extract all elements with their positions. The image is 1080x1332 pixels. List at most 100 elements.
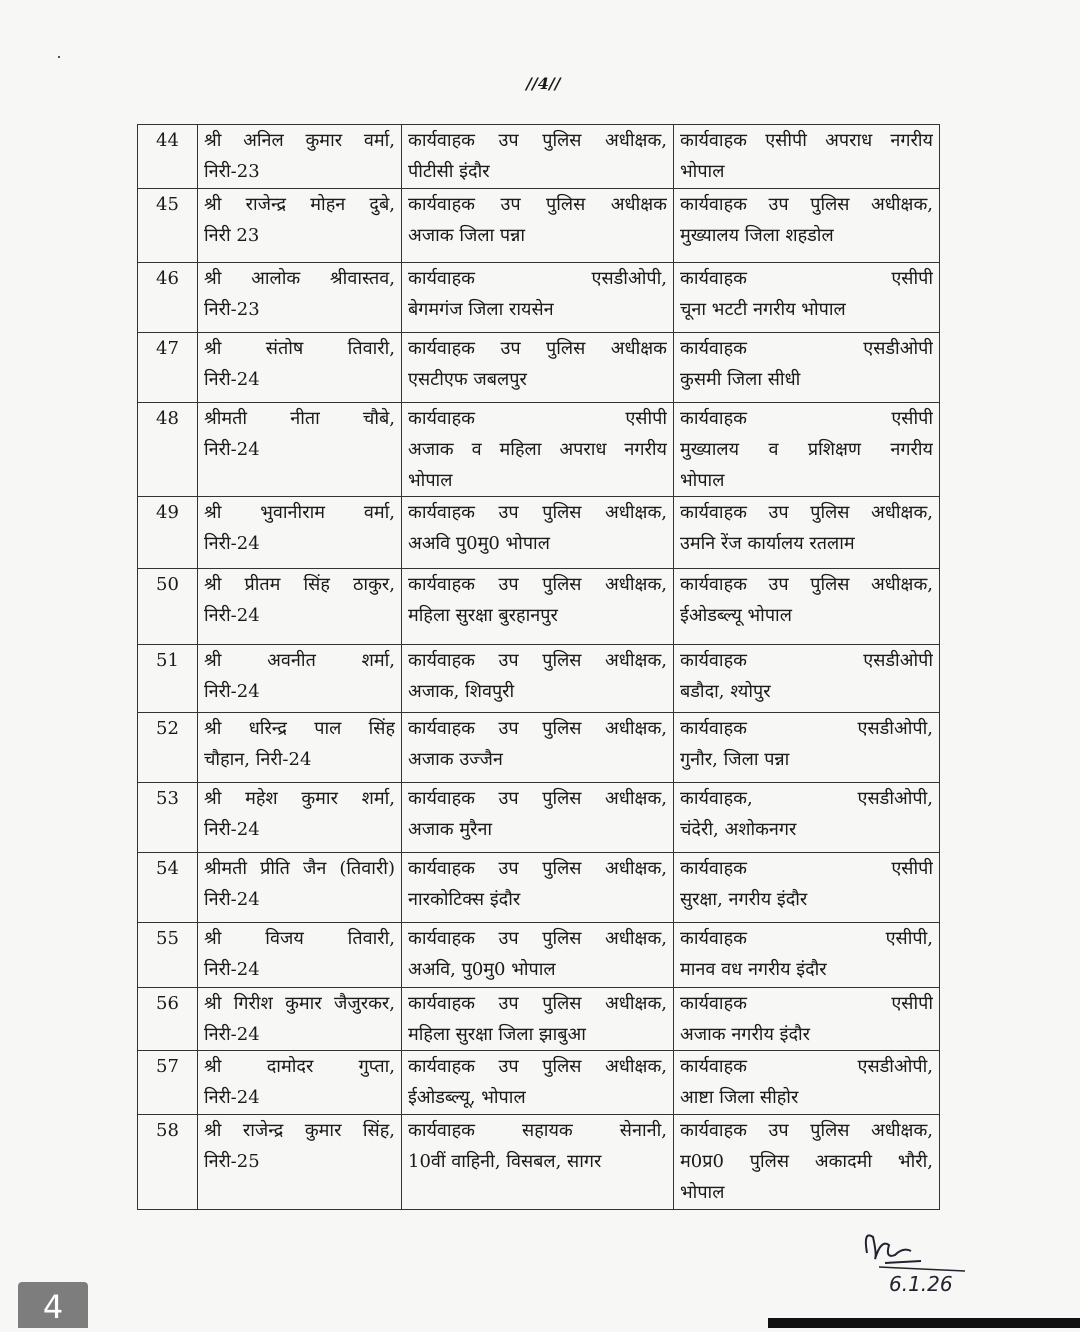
new-posting: कार्यवाहक एसीपी अजाक नगरीय इंदौर [673, 987, 940, 1051]
current-posting: कार्यवाहक उप पुलिस अधीक्षक, पीटीसी इंदौर [401, 124, 674, 189]
officer-name-line: श्री महेश कुमार शर्मा, [204, 788, 395, 809]
officer-name-line: निरी-24 [204, 819, 260, 840]
current-posting: कार्यवाहक उप पुलिस अधीक्षक, महिला सुरक्षा… [401, 987, 674, 1051]
serial-number: 52 [137, 712, 198, 783]
page-indicator-tab[interactable]: 4 [18, 1282, 88, 1328]
bottom-bar [768, 1318, 1080, 1328]
new-posting: कार्यवाहक एसडीओपी कुसमी जिला सीधी [673, 332, 940, 403]
current-posting-line: कार्यवाहक उप पुलिस अधीक्षक, [408, 650, 667, 671]
current-posting-line: ईओडब्ल्यू, भोपाल [408, 1087, 526, 1108]
officer-name-line: निरी-24 [204, 889, 260, 910]
officer-name-line: निरी-25 [204, 1151, 260, 1172]
officer-name: श्रीमती प्रीति जैन (तिवारी) निरी-24 [197, 852, 402, 923]
officer-name-line: श्री आलोक श्रीवास्तव, [204, 268, 395, 289]
officer-name-line: श्री विजय तिवारी, [204, 928, 395, 949]
new-posting-line: कार्यवाहक एसीपी [680, 993, 933, 1014]
current-posting-line: अअवि पु0मु0 भोपाल [408, 533, 550, 554]
new-posting-line: कार्यवाहक एसीपी [680, 858, 933, 879]
officer-name: श्री आलोक श्रीवास्तव, निरी-23 [197, 262, 402, 333]
new-posting-line: कार्यवाहक उप पुलिस अधीक्षक, [680, 1120, 933, 1141]
new-posting-line: सुरक्षा, नगरीय इंदौर [680, 889, 808, 910]
officer-name-line: चौहान, निरी-24 [204, 749, 312, 770]
officer-name-line: श्री राजेन्द्र कुमार सिंह, [204, 1120, 395, 1141]
table-row: 50 श्री प्रीतम सिंह ठाकुर, निरी-24 कार्यवाह… [137, 568, 940, 645]
current-posting-line: बेगमगंज जिला रायसेन [408, 299, 554, 320]
new-posting-line: कार्यवाहक उप पुलिस अधीक्षक, [680, 194, 933, 215]
table-row: 48 श्रीमती नीता चौबे, निरी-24 कार्यवाहक एसी… [137, 402, 940, 497]
new-posting-line: चूना भटटी नगरीय भोपाल [680, 299, 846, 320]
table-row: 51 श्री अवनीत शर्मा, निरी-24 कार्यवाहक उप प… [137, 644, 940, 713]
officer-name-line: निरी-23 [204, 299, 260, 320]
new-posting-line: भोपाल [680, 470, 725, 491]
officer-name: श्री विजय तिवारी, निरी-24 [197, 922, 402, 988]
officer-name: श्री संतोष तिवारी, निरी-24 [197, 332, 402, 403]
new-posting-line: कार्यवाहक एसीपी [680, 268, 933, 289]
current-posting-line: भोपाल [408, 470, 453, 491]
officer-name: श्री अवनीत शर्मा, निरी-24 [197, 644, 402, 713]
serial-number: 48 [137, 402, 198, 497]
officer-name-line: श्री प्रीतम सिंह ठाकुर, [204, 574, 395, 595]
current-posting: कार्यवाहक उप पुलिस अधीक्षक, नारकोटिक्स इं… [401, 852, 674, 923]
officer-name: श्री अनिल कुमार वर्मा, निरी-23 [197, 124, 402, 189]
table-row: 57 श्री दामोदर गुप्ता, निरी-24 कार्यवाहक उप… [137, 1050, 940, 1115]
current-posting-line: अजाक, शिवपुरी [408, 681, 515, 702]
officer-name: श्री राजेन्द्र कुमार सिंह, निरी-25 [197, 1114, 402, 1210]
new-posting-line: कार्यवाहक एसडीओपी [680, 650, 933, 671]
table-row: 58 श्री राजेन्द्र कुमार सिंह, निरी-25 कार्य… [137, 1114, 940, 1210]
current-posting: कार्यवाहक उप पुलिस अधीक्षक, अअवि, पु0मु0 … [401, 922, 674, 988]
new-posting-line: कार्यवाहक एसीपी अपराध नगरीय [680, 130, 933, 151]
new-posting-line: मानव वध नगरीय इंदौर [680, 959, 827, 980]
serial-number: 58 [137, 1114, 198, 1210]
new-posting-line: बडौदा, श्योपुर [680, 681, 771, 702]
serial-number: 51 [137, 644, 198, 713]
table-row: 44 श्री अनिल कुमार वर्मा, निरी-23 कार्यवाहक… [137, 124, 940, 189]
table-row: 55 श्री विजय तिवारी, निरी-24 कार्यवाहक उप प… [137, 922, 940, 988]
officer-name-line: श्री गिरीश कुमार जैजुरकर, [204, 993, 395, 1014]
officer-name-line: श्री अनिल कुमार वर्मा, [204, 130, 395, 151]
serial-number: 46 [137, 262, 198, 333]
serial-number: 44 [137, 124, 198, 189]
serial-number: 56 [137, 987, 198, 1051]
current-posting: कार्यवाहक उप पुलिस अधीक्षक अजाक जिला पन्न… [401, 188, 674, 263]
current-posting-line: कार्यवाहक उप पुलिस अधीक्षक [408, 194, 667, 215]
officer-name-line: श्री अवनीत शर्मा, [204, 650, 395, 671]
table-row: 47 श्री संतोष तिवारी, निरी-24 कार्यवाहक उप … [137, 332, 940, 403]
current-posting-line: कार्यवाहक उप पुलिस अधीक्षक, [408, 858, 667, 879]
transfer-table: 44 श्री अनिल कुमार वर्मा, निरी-23 कार्यवाहक… [137, 124, 940, 1210]
current-posting-line: कार्यवाहक उप पुलिस अधीक्षक, [408, 718, 667, 739]
new-posting-line: चंदेरी, अशोकनगर [680, 819, 797, 840]
officer-name-line: श्री राजेन्द्र मोहन दुबे, [204, 194, 395, 215]
current-posting: कार्यवाहक एसडीओपी, बेगमगंज जिला रायसेन [401, 262, 674, 333]
new-posting-line: कार्यवाहक उप पुलिस अधीक्षक, [680, 502, 933, 523]
current-posting-line: अअवि, पु0मु0 भोपाल [408, 959, 556, 980]
officer-name-line: श्री धरिन्द्र पाल सिंह [204, 718, 395, 739]
serial-number: 45 [137, 188, 198, 263]
current-posting-line: कार्यवाहक उप पुलिस अधीक्षक, [408, 788, 667, 809]
new-posting-line: भोपाल [680, 1182, 725, 1203]
current-posting-line: कार्यवाहक एसीपी [408, 408, 667, 429]
new-posting-line: मुख्यालय व प्रशिक्षण नगरीय [680, 439, 933, 460]
current-posting: कार्यवाहक उप पुलिस अधीक्षक, अजाक, शिवपुरी [401, 644, 674, 713]
officer-name-line: श्री दामोदर गुप्ता, [204, 1056, 395, 1077]
serial-number: 55 [137, 922, 198, 988]
scan-speck [58, 56, 60, 58]
new-posting-line: कार्यवाहक उप पुलिस अधीक्षक, [680, 574, 933, 595]
new-posting-line: मुख्यालय जिला शहडोल [680, 225, 834, 246]
officer-name: श्री दामोदर गुप्ता, निरी-24 [197, 1050, 402, 1115]
table-row: 53 श्री महेश कुमार शर्मा, निरी-24 कार्यवाहक… [137, 782, 940, 853]
new-posting-line: कुसमी जिला सीधी [680, 369, 801, 390]
current-posting-line: 10वीं वाहिनी, विसबल, सागर [408, 1151, 602, 1172]
officer-name: श्री प्रीतम सिंह ठाकुर, निरी-24 [197, 568, 402, 645]
new-posting: कार्यवाहक उप पुलिस अधीक्षक, उमनि रेंज कार… [673, 496, 940, 569]
new-posting: कार्यवाहक उप पुलिस अधीक्षक, म0प्र0 पुलिस … [673, 1114, 940, 1210]
officer-name-line: निरी-24 [204, 1087, 260, 1108]
current-posting-line: अजाक मुरैना [408, 819, 493, 840]
new-posting-line: भोपाल [680, 161, 725, 182]
new-posting: कार्यवाहक एसडीओपी, आष्टा जिला सीहोर [673, 1050, 940, 1115]
new-posting-line: कार्यवाहक एसीपी, [680, 928, 933, 949]
current-posting-line: नारकोटिक्स इंदौर [408, 889, 521, 910]
serial-number: 49 [137, 496, 198, 569]
current-posting-line: अजाक उज्जैन [408, 749, 503, 770]
new-posting: कार्यवाहक एसीपी, मानव वध नगरीय इंदौर [673, 922, 940, 988]
new-posting-line: ईओडब्ल्यू भोपाल [680, 605, 792, 626]
